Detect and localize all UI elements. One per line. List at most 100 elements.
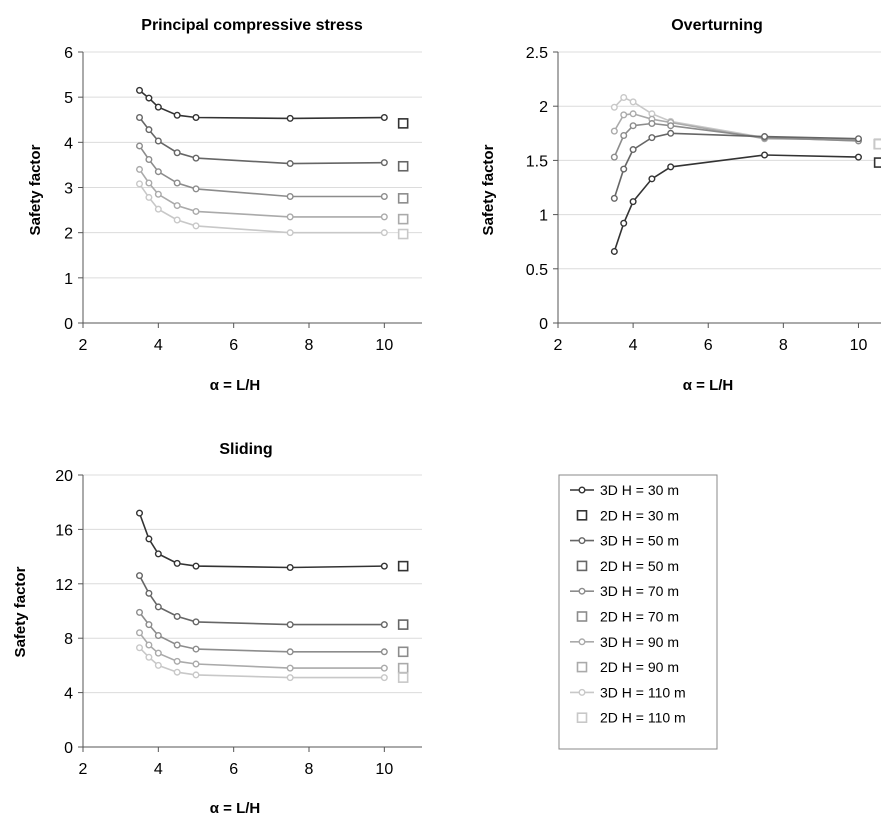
plot-area: 0 1 2 3 4 5 6 2 4 6 8 10 xyxy=(64,45,422,354)
data-point-3d xyxy=(145,193,153,201)
x-axis-label: α = L/H xyxy=(683,377,733,394)
chart-principal-compressive-stress: Principal compressive stress Safety fact… xyxy=(27,17,422,394)
x-tick-label: 2 xyxy=(554,337,563,354)
data-point-3d xyxy=(135,644,143,652)
data-point-3d xyxy=(154,190,162,198)
data-point-2d xyxy=(397,560,409,572)
data-point-3d xyxy=(620,111,628,119)
data-point-3d xyxy=(667,122,675,130)
data-point-3d xyxy=(192,185,200,193)
data-point-2d xyxy=(397,160,409,172)
data-point-3d xyxy=(610,194,618,202)
x-tick-label: 8 xyxy=(779,337,788,354)
data-point-3d xyxy=(380,159,388,167)
legend-marker-square xyxy=(576,661,588,673)
data-point-3d xyxy=(380,193,388,201)
legend-label: 2D H = 110 m xyxy=(600,710,686,726)
data-point-3d xyxy=(380,648,388,656)
chart-title: Overturning xyxy=(671,17,763,34)
data-point-3d xyxy=(154,137,162,145)
data-point-3d xyxy=(620,165,628,173)
data-point-3d xyxy=(173,216,181,224)
legend-label: 3D H = 70 m xyxy=(600,583,679,599)
data-point-3d xyxy=(145,621,153,629)
series-line-3d xyxy=(613,154,859,252)
data-point-3d xyxy=(629,98,637,106)
data-point-3d xyxy=(380,562,388,570)
x-tick-label: 10 xyxy=(375,761,393,778)
data-point-3d xyxy=(192,113,200,121)
data-point-3d xyxy=(154,550,162,558)
data-point-3d xyxy=(154,649,162,657)
data-point-3d xyxy=(135,86,143,94)
data-point-3d xyxy=(135,180,143,188)
data-point-3d xyxy=(667,163,675,171)
data-point-3d xyxy=(192,671,200,679)
data-point-3d xyxy=(286,114,294,122)
data-point-3d xyxy=(192,222,200,230)
data-point-3d xyxy=(154,603,162,611)
legend-entry: 3D H = 70 m xyxy=(570,583,679,599)
data-point-3d xyxy=(610,127,618,135)
data-point-3d xyxy=(380,664,388,672)
y-tick-label: 5 xyxy=(64,90,73,107)
data-point-3d xyxy=(135,608,143,616)
data-point-3d xyxy=(135,509,143,517)
data-point-3d xyxy=(173,641,181,649)
y-tick-label: 3 xyxy=(64,181,73,198)
legend-label: 2D H = 70 m xyxy=(600,609,679,625)
legend-entry: 2D H = 30 m xyxy=(576,507,679,523)
data-point-3d xyxy=(629,122,637,130)
data-point-3d xyxy=(648,134,656,142)
data-point-3d xyxy=(154,205,162,213)
x-tick-label: 8 xyxy=(305,337,314,354)
data-point-2d xyxy=(873,138,881,150)
legend-label: 3D H = 50 m xyxy=(600,533,679,549)
x-tick-label: 8 xyxy=(305,761,314,778)
x-tick-label: 2 xyxy=(79,761,88,778)
y-tick-label: 20 xyxy=(55,468,73,485)
y-tick-label: 1 xyxy=(64,271,73,288)
chart-title: Sliding xyxy=(219,441,272,458)
legend-entry: 3D H = 50 m xyxy=(570,533,679,549)
y-tick-label: 2 xyxy=(64,226,73,243)
legend-marker-circle xyxy=(578,688,586,696)
legend-marker-square xyxy=(576,560,588,572)
data-point-3d xyxy=(286,229,294,237)
data-point-3d xyxy=(286,664,294,672)
data-point-3d xyxy=(192,207,200,215)
data-point-3d xyxy=(192,645,200,653)
legend-marker-square xyxy=(576,509,588,521)
data-point-3d xyxy=(380,213,388,221)
data-point-3d xyxy=(145,179,153,187)
data-point-3d xyxy=(173,668,181,676)
y-tick-label: 0 xyxy=(64,740,73,757)
data-point-3d xyxy=(192,154,200,162)
y-tick-label: 16 xyxy=(55,522,73,539)
data-point-3d xyxy=(286,160,294,168)
x-axis-label: α = L/H xyxy=(210,377,260,394)
chart-overturning: Overturning Safety factor α = L/H 0 0.5 1 1… xyxy=(480,17,881,394)
data-point-3d xyxy=(173,612,181,620)
data-point-3d xyxy=(135,572,143,580)
data-point-3d xyxy=(286,563,294,571)
legend-entry: 3D H = 90 m xyxy=(570,634,679,650)
y-tick-label: 6 xyxy=(64,45,73,62)
x-tick-label: 2 xyxy=(79,337,88,354)
series-line-3d xyxy=(138,117,385,165)
data-point-3d xyxy=(135,629,143,637)
plot-area: 0 0.5 1 1.5 2 2.5 2 4 6 8 10 xyxy=(526,45,881,354)
legend-marker-circle xyxy=(578,587,586,595)
legend-label: 2D H = 90 m xyxy=(600,659,679,675)
data-point-3d xyxy=(173,657,181,665)
data-point-3d xyxy=(610,247,618,255)
y-tick-label: 1 xyxy=(539,208,548,225)
legend-marker-circle xyxy=(578,486,586,494)
data-point-3d xyxy=(610,153,618,161)
data-point-3d xyxy=(648,175,656,183)
data-point-3d xyxy=(173,149,181,157)
data-point-3d xyxy=(145,641,153,649)
y-tick-label: 2 xyxy=(539,99,548,116)
